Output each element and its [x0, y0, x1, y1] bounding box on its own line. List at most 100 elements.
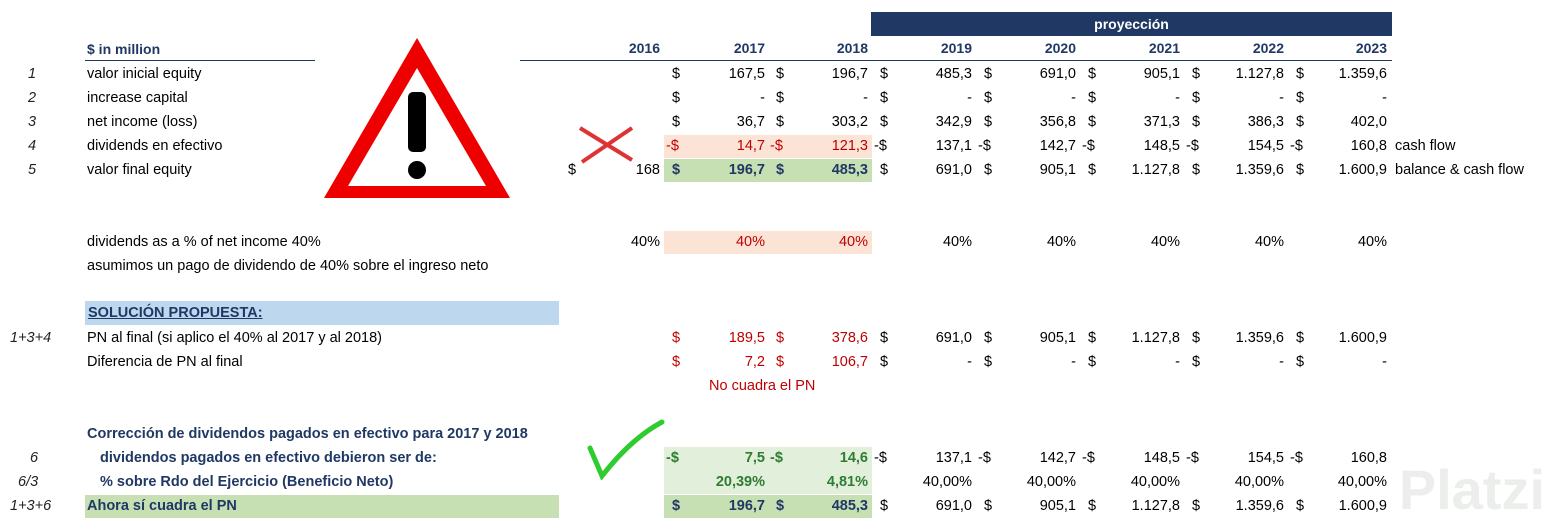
currency-symbol: $ — [776, 498, 785, 514]
value-cell: 905,1 — [1039, 330, 1076, 346]
currency-symbol: $ — [880, 90, 889, 106]
value-cell: - — [863, 90, 868, 106]
value-cell: 106,7 — [831, 354, 868, 370]
currency-symbol: -$ — [1186, 138, 1199, 154]
value-cell: - — [1279, 354, 1284, 370]
value-cell: 14,7 — [736, 138, 765, 154]
value-cell: 303,2 — [831, 114, 868, 130]
year-header: 2018 — [836, 40, 868, 56]
value-cell: 168 — [635, 162, 660, 178]
currency-symbol: -$ — [770, 138, 783, 154]
row-number: 1 — [28, 66, 37, 82]
currency-symbol: $ — [776, 90, 785, 106]
correction-title: Corrección de dividendos pagados en efec… — [87, 426, 528, 442]
cross-icon — [578, 126, 634, 164]
value-cell: - — [1175, 354, 1180, 370]
currency-symbol: $ — [1296, 498, 1305, 514]
value-cell: 485,3 — [831, 162, 868, 178]
currency-symbol: $ — [672, 498, 681, 514]
value-cell: 196,7 — [728, 162, 765, 178]
value-cell: 1.359,6 — [1338, 66, 1387, 82]
currency-symbol: $ — [1088, 162, 1097, 178]
value-cell: 905,1 — [1143, 66, 1180, 82]
currency-symbol: $ — [984, 114, 993, 130]
currency-symbol: -$ — [1082, 450, 1095, 466]
currency-symbol: $ — [880, 498, 889, 514]
currency-symbol: $ — [776, 330, 785, 346]
currency-symbol: $ — [1192, 114, 1201, 130]
value-cell: 905,1 — [1039, 162, 1076, 178]
currency-symbol: -$ — [1290, 450, 1303, 466]
currency-symbol: -$ — [1186, 450, 1199, 466]
currency-symbol: $ — [1296, 162, 1305, 178]
value-cell: 36,7 — [736, 114, 765, 130]
value-cell: 691,0 — [1039, 66, 1076, 82]
currency-symbol: $ — [1192, 330, 1201, 346]
correction-div-label: dividendos pagados en efectivo debieron … — [100, 450, 437, 466]
row-label: net income (loss) — [87, 114, 198, 130]
currency-symbol: $ — [776, 354, 785, 370]
value-cell: 137,1 — [935, 450, 972, 466]
year-header: 2016 — [628, 40, 660, 56]
check-icon — [587, 419, 665, 480]
currency-symbol: $ — [1296, 354, 1305, 370]
row-number: 1+3+4 — [10, 330, 52, 346]
dividends-highlight — [664, 135, 872, 158]
currency-symbol: $ — [1088, 354, 1097, 370]
pn-label: PN al final (si aplico el 40% al 2017 y … — [87, 330, 382, 346]
pct-value: 40% — [1046, 234, 1076, 250]
value-cell: 142,7 — [1039, 138, 1076, 154]
value-cell: 402,0 — [1350, 114, 1387, 130]
value-cell: 1.127,8 — [1131, 498, 1180, 514]
row-number: 1+3+6 — [10, 498, 52, 514]
value-cell: - — [1279, 90, 1284, 106]
value-cell: 1.600,9 — [1338, 498, 1387, 514]
value-cell: - — [1071, 354, 1076, 370]
pct-value: 40% — [838, 234, 868, 250]
currency-symbol: $ — [880, 66, 889, 82]
pct-value: 40% — [1254, 234, 1284, 250]
value-cell: 7,2 — [744, 354, 765, 370]
solution-title: SOLUCIÓN PROPUESTA: — [88, 305, 263, 321]
currency-symbol: $ — [1088, 498, 1097, 514]
value-cell: - — [967, 354, 972, 370]
year-header: 2022 — [1252, 40, 1284, 56]
year-header: 2017 — [733, 40, 765, 56]
warning-icon — [324, 38, 510, 198]
currency-symbol: $ — [1192, 162, 1201, 178]
row-number: 6/3 — [18, 474, 39, 490]
diff-label: Diferencia de PN al final — [87, 354, 243, 370]
pct-value: 40% — [1357, 234, 1387, 250]
value-cell: 189,5 — [728, 330, 765, 346]
year-header: 2021 — [1148, 40, 1180, 56]
value-cell: 7,5 — [744, 450, 765, 466]
currency-symbol: $ — [776, 114, 785, 130]
final-equity-highlight — [664, 159, 872, 182]
value-cell: - — [1071, 90, 1076, 106]
value-cell: 196,7 — [728, 498, 765, 514]
value-cell: 148,5 — [1143, 138, 1180, 154]
row-number: 2 — [28, 90, 37, 106]
projection-header-bg — [871, 12, 1392, 36]
currency-symbol: $ — [880, 354, 889, 370]
currency-symbol: $ — [1088, 330, 1097, 346]
value-cell: 154,5 — [1247, 450, 1284, 466]
currency-symbol: $ — [984, 330, 993, 346]
currency-symbol: $ — [1296, 90, 1305, 106]
value-cell: 485,3 — [831, 498, 868, 514]
pct-value: 20,39% — [715, 474, 765, 490]
value-cell: 378,6 — [831, 330, 868, 346]
row-number: 3 — [28, 114, 37, 130]
pct-value: 40,00% — [1130, 474, 1180, 490]
value-cell: 196,7 — [831, 66, 868, 82]
currency-symbol: $ — [1088, 90, 1097, 106]
pct-value: 40,00% — [1337, 474, 1387, 490]
value-cell: 154,5 — [1247, 138, 1284, 154]
currency-symbol: -$ — [770, 450, 783, 466]
currency-symbol: -$ — [666, 138, 679, 154]
pct-highlight — [664, 231, 872, 254]
currency-symbol: $ — [672, 354, 681, 370]
currency-symbol: -$ — [978, 138, 991, 154]
value-cell: 1.127,8 — [1131, 330, 1180, 346]
pct-value: 40% — [735, 234, 765, 250]
